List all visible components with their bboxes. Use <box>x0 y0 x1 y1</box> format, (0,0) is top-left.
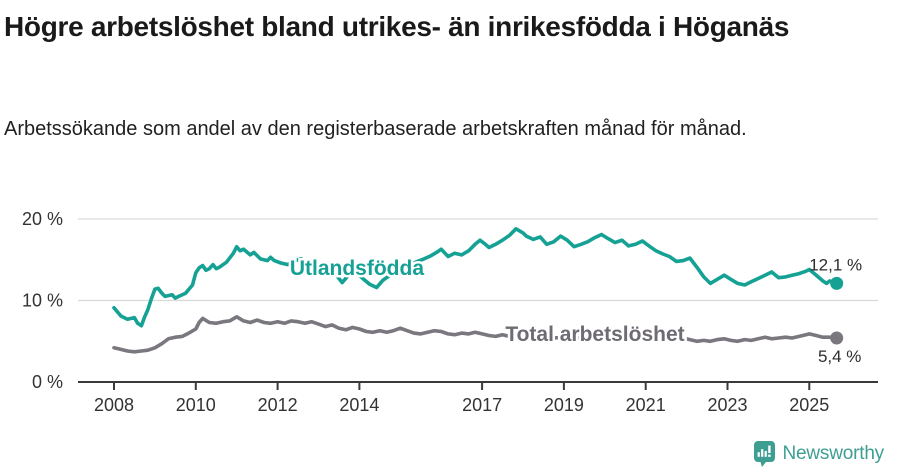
line-chart: 0 % 10 % 20 % 2008 2010 2012 2014 2017 2019 2021 2… <box>0 195 900 430</box>
chart-subtitle: Arbetssökande som andel av den registerb… <box>4 118 747 140</box>
y-axis-tick-label: 0 % <box>32 372 63 392</box>
x-axis-tick-label: 2008 <box>94 395 134 415</box>
series-label-total-arbetsl-shet: Total arbetslöshet <box>505 323 684 346</box>
series-line-utlandsf-dda <box>112 226 839 328</box>
page-title: Högre arbetslöshet bland utrikes- än inr… <box>4 11 790 42</box>
brand-name: Newsworthy <box>782 443 885 464</box>
logo-bubble-shape <box>753 441 775 467</box>
series-end-value-utlandsf-dda: 12,1 % <box>809 255 862 274</box>
x-axis-tick-label: 2017 <box>462 395 502 415</box>
x-axis-tick-label: 2025 <box>789 395 829 415</box>
x-axis-tick-label: 2012 <box>258 395 298 415</box>
x-axis-tick-label: 2023 <box>707 395 747 415</box>
x-axis-tick-label: 2010 <box>176 395 216 415</box>
x-axis-tick-label: 2019 <box>544 395 584 415</box>
chart-svg: 0 % 10 % 20 % 2008 2010 2012 2014 2017 2019 2021 2… <box>22 209 878 415</box>
series-end-dot-total-arbetsl-shet <box>830 331 844 345</box>
x-axis-tick-label: 2021 <box>626 395 666 415</box>
series-line-total-arbetsl-shet <box>112 315 839 354</box>
brand-footer: Newsworthy <box>753 439 884 469</box>
y-axis-tick-label: 10 % <box>22 291 63 311</box>
series-label-utlandsf-dda: Utlandsfödda <box>290 257 424 280</box>
series-end-dot-utlandsf-dda <box>830 276 844 290</box>
y-axis-tick-label: 20 % <box>22 209 63 229</box>
x-axis-tick-label: 2014 <box>339 395 379 415</box>
series-end-value-total-arbetsl-shet: 5,4 % <box>818 347 861 366</box>
bar-chart-speech-bubble-icon <box>753 441 775 467</box>
